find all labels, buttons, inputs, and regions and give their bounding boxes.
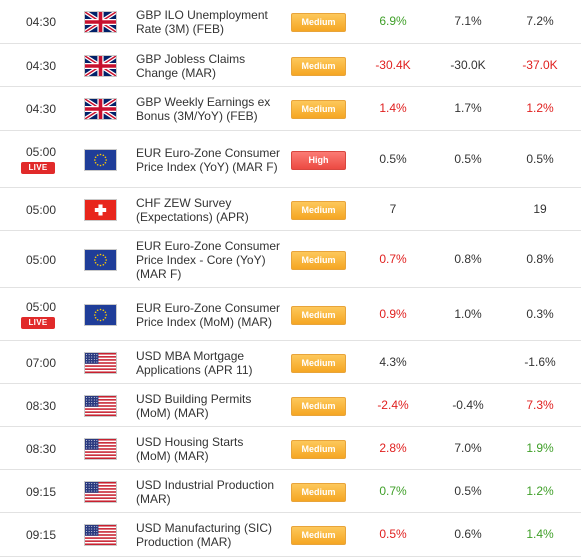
importance-badge: Medium [291,305,346,325]
forecast-value: 0.8% [454,251,482,266]
event-time: 07:00 [25,355,57,370]
live-badge[interactable]: LIVE [21,161,55,174]
event-time: 08:30 [25,441,57,456]
importance-badge: Medium [291,526,346,545]
us-flag-icon [84,480,117,503]
event-time: 04:30 [25,102,57,116]
event-name[interactable]: EUR Euro-Zone Consumer Price Index - Cor… [136,238,281,281]
actual-value: -2.4% [377,397,409,412]
forecast-value: 0.5% [454,151,482,166]
event-name[interactable]: CHF ZEW Survey (Expectations) (APR) [136,195,249,224]
importance-badge: Medium [291,13,346,32]
previous-value: 1.4% [526,527,554,541]
forecast-value: 0.5% [454,483,482,498]
table-row[interactable]: 05:00 LIVE EUR Euro-Zone Consumer Price In… [0,288,581,341]
forecast-value: 1.0% [454,306,482,321]
event-name[interactable]: GBP Weekly Earnings ex Bonus (3M/YoY) (F… [136,95,271,123]
importance-badge: Medium [291,396,346,416]
event-time: 05:00 [25,299,57,314]
actual-value: 6.9% [379,14,407,28]
table-row[interactable]: 05:00 EUR Euro-Zone Consumer Price Index … [0,231,581,288]
forecast-value: 7.1% [454,14,482,28]
ch-flag-icon [84,198,117,221]
previous-value: 1.2% [526,483,554,498]
event-name[interactable]: USD Industrial Production (MAR) [136,477,275,506]
forecast-value: 7.0% [454,440,482,455]
previous-value: 19 [533,201,547,216]
actual-value: 0.7% [379,483,407,498]
event-time: 04:30 [25,15,57,29]
actual-value: 0.5% [379,527,407,541]
event-time: 04:30 [25,58,57,73]
event-name[interactable]: USD MBA Mortgage Applications (APR 11) [136,348,253,377]
actual-value: 0.9% [379,306,407,321]
us-flag-icon [84,351,117,374]
event-time: 09:15 [25,528,57,542]
importance-badge: Medium [291,100,346,119]
actual-value: -30.4K [375,57,411,72]
importance-badge: Medium [291,200,346,220]
actual-value: 1.4% [379,101,407,115]
previous-value: 1.9% [526,440,554,455]
event-time: 05:00 [25,252,57,267]
live-badge[interactable]: LIVE [21,316,55,329]
us-flag-icon [84,394,117,417]
event-name[interactable]: GBP Jobless Claims Change (MAR) [136,51,246,80]
table-row[interactable]: 05:00 CHF ZEW Survey (Expectations) (APR)… [0,188,581,231]
importance-badge: Medium [291,56,346,76]
table-row[interactable]: 04:30 GBP Weekly Earnings ex Bonus (3M/Yo… [0,87,581,131]
previous-value: 7.3% [526,397,554,412]
previous-value: 0.3% [526,306,554,321]
previous-value: -1.6% [524,354,556,369]
table-row[interactable]: 04:30 GBP Jobless Claims Change (MAR) Medi… [0,44,581,87]
previous-value: 7.2% [526,14,554,28]
table-row[interactable]: 09:15 USD Industrial Production (MAR) Medi… [0,470,581,513]
table-row[interactable]: 05:00 LIVE EUR Euro-Zone Consumer Price In… [0,131,581,188]
actual-value: 7 [389,201,397,216]
importance-badge: Medium [291,439,346,459]
eu-flag-icon [84,148,117,171]
event-name[interactable]: EUR Euro-Zone Consumer Price Index (YoY)… [136,145,281,174]
event-time: 05:00 [25,144,57,159]
gb-flag-icon [84,54,117,77]
gb-flag-icon [84,11,117,33]
event-time: 05:00 [25,202,57,217]
actual-value: 4.3% [379,354,407,369]
table-row[interactable]: 09:15 USD Manufacturing (SIC) Production … [0,513,581,557]
table-row[interactable]: 07:00 USD MBA Mortgage Applications (APR … [0,341,581,384]
eu-flag-icon [84,303,117,326]
forecast-value: 0.6% [454,527,482,541]
actual-value: 2.8% [379,440,407,455]
event-name[interactable]: USD Housing Starts (MoM) (MAR) [136,434,244,463]
importance-badge: Medium [291,482,346,502]
previous-value: 0.5% [526,151,554,166]
actual-value: 0.7% [379,251,407,266]
actual-value: 0.5% [379,151,407,166]
forecast-value: 1.7% [454,101,482,115]
table-row[interactable]: 08:30 USD Housing Starts (MoM) (MAR) Mediu… [0,427,581,470]
previous-value: -37.0K [522,57,558,72]
forecast-value: -0.4% [452,397,484,412]
event-name[interactable]: USD Manufacturing (SIC) Production (MAR) [136,521,273,549]
previous-value: 1.2% [526,101,554,115]
us-flag-icon [84,524,117,546]
importance-badge: Medium [291,353,346,373]
eu-flag-icon [84,248,117,271]
table-row[interactable]: 08:30 USD Building Permits (MoM) (MAR) Med… [0,384,581,427]
importance-badge: High [291,150,346,170]
event-name[interactable]: EUR Euro-Zone Consumer Price Index (MoM)… [136,300,281,329]
table-row[interactable]: 04:30 GBP ILO Unemployment Rate (3M) (FEB… [0,0,581,44]
event-time: 08:30 [25,398,57,413]
previous-value: 0.8% [526,251,554,266]
gb-flag-icon [84,98,117,120]
us-flag-icon [84,437,117,460]
event-time: 09:15 [25,484,57,499]
importance-badge: Medium [291,250,346,270]
event-name[interactable]: GBP ILO Unemployment Rate (3M) (FEB) [136,8,268,36]
event-name[interactable]: USD Building Permits (MoM) (MAR) [136,391,252,420]
forecast-value: -30.0K [450,57,486,72]
